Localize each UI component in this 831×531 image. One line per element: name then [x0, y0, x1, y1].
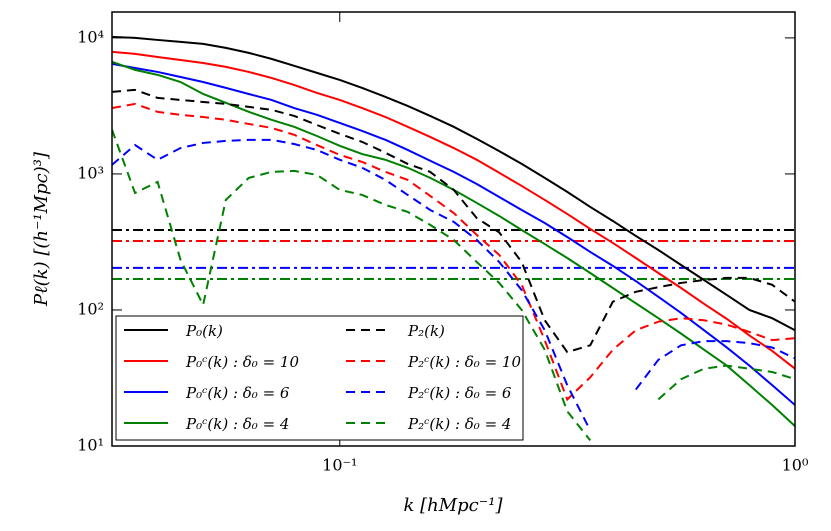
plot-area: [112, 35, 795, 441]
series-line: [112, 102, 795, 402]
legend-label: P₂ᶜ(k) : δ₀ = 4: [407, 415, 511, 433]
y-tick-label: 10²: [77, 299, 104, 318]
x-tick-label: 10⁰: [782, 456, 809, 475]
series-line: [112, 88, 795, 354]
legend-box: [115, 315, 524, 441]
series-line: [112, 62, 795, 406]
y-tick-label: 10¹: [77, 436, 104, 455]
y-tick-label: 10³: [77, 163, 104, 182]
legend-label: P₂(k): [407, 322, 445, 340]
series-line: [112, 129, 795, 441]
legend-label: P₀ᶜ(k) : δ₀ = 4: [185, 415, 289, 433]
series-line: [112, 35, 795, 332]
x-axis-label: k [hMpc⁻¹]: [403, 495, 503, 516]
legend-label: P₂ᶜ(k) : δ₀ = 6: [407, 384, 512, 402]
series-line: [112, 138, 795, 431]
legend-label: P₂ᶜ(k) : δ₀ = 10: [407, 353, 521, 371]
legend-label: P₀(k): [185, 322, 223, 340]
x-tick-label: 10⁻¹: [322, 456, 357, 475]
plot-frame: [111, 11, 796, 447]
legend-label: P₀ᶜ(k) : δ₀ = 6: [185, 384, 290, 402]
legend-label: P₀ᶜ(k) : δ₀ = 10: [185, 353, 299, 371]
y-axis-label: Pℓ(k) [(h⁻¹Mpc)³]: [31, 151, 52, 307]
legend: P₀(k) P₀ᶜ(k) : δ₀ = 10 P₀ᶜ(k) : δ₀ = 6 P₀ᶜ(…: [115, 315, 524, 441]
y-tick-label: 10⁴: [77, 27, 104, 46]
series-line: [112, 50, 795, 370]
